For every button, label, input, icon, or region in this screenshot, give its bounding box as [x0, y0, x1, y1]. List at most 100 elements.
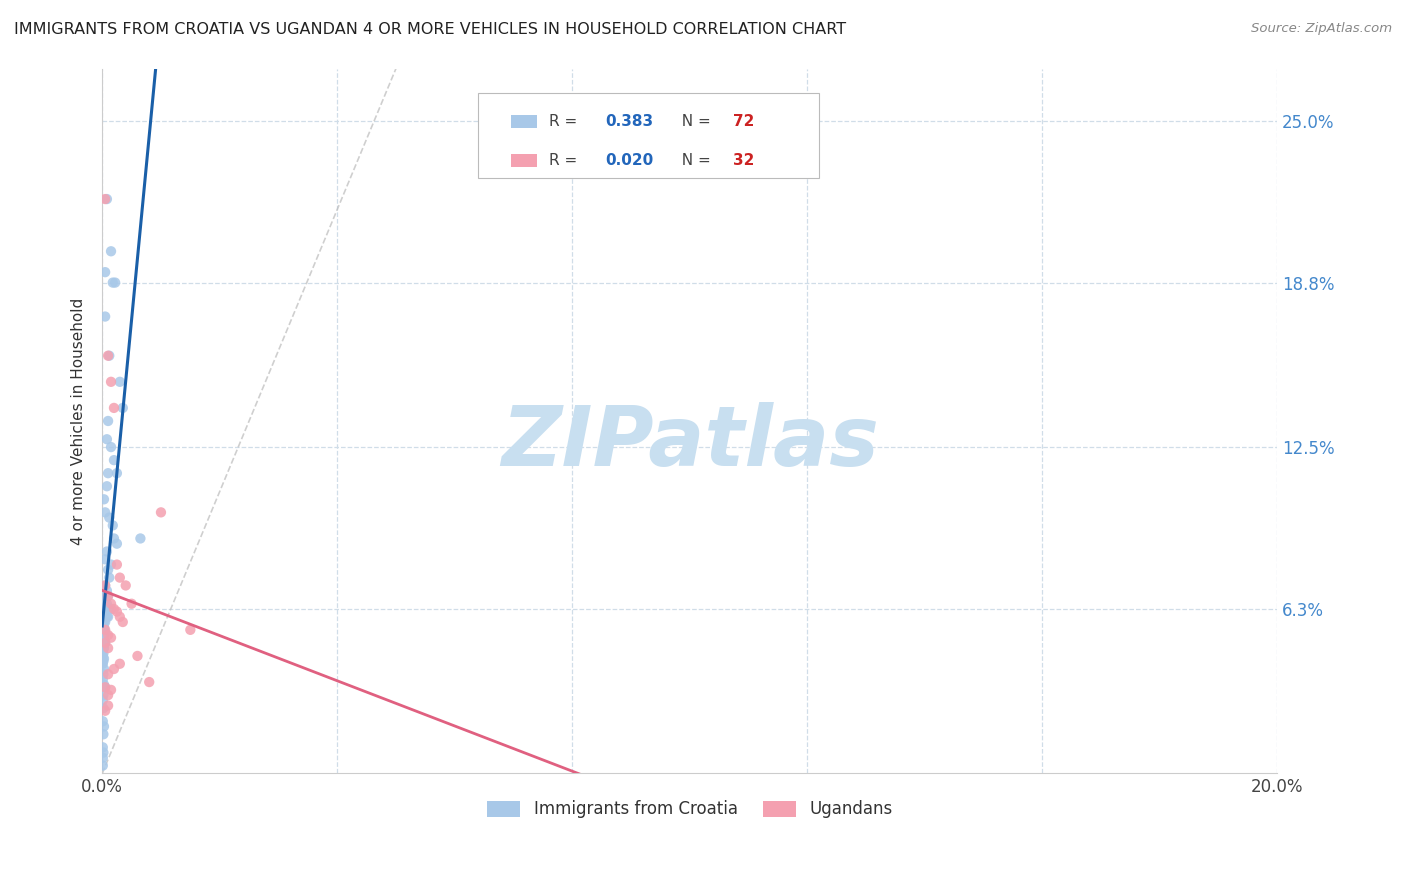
Text: 32: 32: [733, 153, 755, 168]
Point: [93, 667, 115, 681]
Point: [94, 552, 117, 566]
Y-axis label: 4 or more Vehicles in Household: 4 or more Vehicles in Household: [72, 297, 86, 545]
Point: [108, 375, 131, 389]
Point: [93, 628, 115, 642]
Point: [93, 589, 115, 603]
Point: [93, 615, 115, 629]
Point: [94, 265, 117, 279]
Point: [100, 602, 122, 616]
Point: [103, 401, 125, 415]
Point: [103, 662, 125, 676]
Point: [100, 597, 122, 611]
Point: [96, 544, 118, 558]
Point: [121, 597, 143, 611]
Legend: Immigrants from Croatia, Ugandans: Immigrants from Croatia, Ugandans: [481, 794, 900, 825]
Point: [91, 714, 114, 729]
Point: [100, 558, 122, 572]
Point: [93, 602, 115, 616]
Point: [103, 602, 125, 616]
Point: [93, 620, 115, 634]
Text: N =: N =: [672, 153, 716, 168]
Point: [94, 636, 117, 650]
Point: [104, 276, 127, 290]
Point: [94, 192, 117, 206]
Point: [97, 609, 120, 624]
Point: [97, 628, 120, 642]
Point: [94, 578, 117, 592]
Point: [93, 678, 115, 692]
Point: [93, 641, 115, 656]
Text: N =: N =: [672, 114, 716, 129]
Point: [97, 466, 120, 480]
Point: [96, 597, 118, 611]
Point: [93, 701, 115, 715]
Point: [96, 583, 118, 598]
Point: [93, 719, 115, 733]
Point: [94, 636, 117, 650]
Point: [97, 349, 120, 363]
Point: [91, 740, 114, 755]
Point: [98, 510, 121, 524]
Point: [108, 657, 131, 671]
Point: [93, 631, 115, 645]
Point: [93, 746, 115, 760]
Point: [93, 636, 115, 650]
Point: [97, 667, 120, 681]
Point: [94, 623, 117, 637]
Point: [94, 310, 117, 324]
Point: [96, 432, 118, 446]
Point: [93, 727, 115, 741]
Point: [94, 680, 117, 694]
Point: [114, 578, 136, 592]
Point: [94, 680, 117, 694]
Point: [111, 401, 134, 415]
Text: 72: 72: [733, 114, 755, 129]
Point: [91, 758, 114, 772]
Point: [94, 597, 117, 611]
Point: [93, 662, 115, 676]
Point: [91, 648, 114, 663]
Point: [94, 605, 117, 619]
Point: [149, 505, 172, 519]
Point: [129, 532, 152, 546]
Text: R =: R =: [548, 153, 582, 168]
Text: Source: ZipAtlas.com: Source: ZipAtlas.com: [1251, 22, 1392, 36]
Point: [103, 532, 125, 546]
Point: [111, 615, 134, 629]
Point: [103, 453, 125, 467]
Point: [97, 589, 120, 603]
Point: [93, 623, 115, 637]
FancyBboxPatch shape: [512, 153, 537, 167]
Text: 0.383: 0.383: [605, 114, 654, 129]
Point: [127, 648, 149, 663]
Point: [105, 537, 128, 551]
Point: [98, 571, 121, 585]
Text: R =: R =: [548, 114, 582, 129]
Point: [96, 479, 118, 493]
Point: [100, 375, 122, 389]
Point: [179, 623, 201, 637]
Point: [101, 518, 124, 533]
Point: [94, 578, 117, 592]
Text: ZIPatlas: ZIPatlas: [501, 401, 879, 483]
Point: [91, 673, 114, 687]
Point: [93, 641, 115, 656]
Point: [100, 682, 122, 697]
Point: [97, 563, 120, 577]
Point: [97, 589, 120, 603]
Point: [91, 693, 114, 707]
Point: [93, 492, 115, 507]
Point: [97, 414, 120, 428]
Point: [93, 654, 115, 668]
Point: [97, 641, 120, 656]
Point: [97, 602, 120, 616]
Point: [100, 440, 122, 454]
Point: [93, 646, 115, 660]
Point: [108, 571, 131, 585]
Point: [101, 276, 124, 290]
Point: [93, 688, 115, 702]
Text: IMMIGRANTS FROM CROATIA VS UGANDAN 4 OR MORE VEHICLES IN HOUSEHOLD CORRELATION C: IMMIGRANTS FROM CROATIA VS UGANDAN 4 OR …: [14, 22, 846, 37]
Point: [93, 633, 115, 648]
Point: [97, 688, 120, 702]
Point: [105, 605, 128, 619]
